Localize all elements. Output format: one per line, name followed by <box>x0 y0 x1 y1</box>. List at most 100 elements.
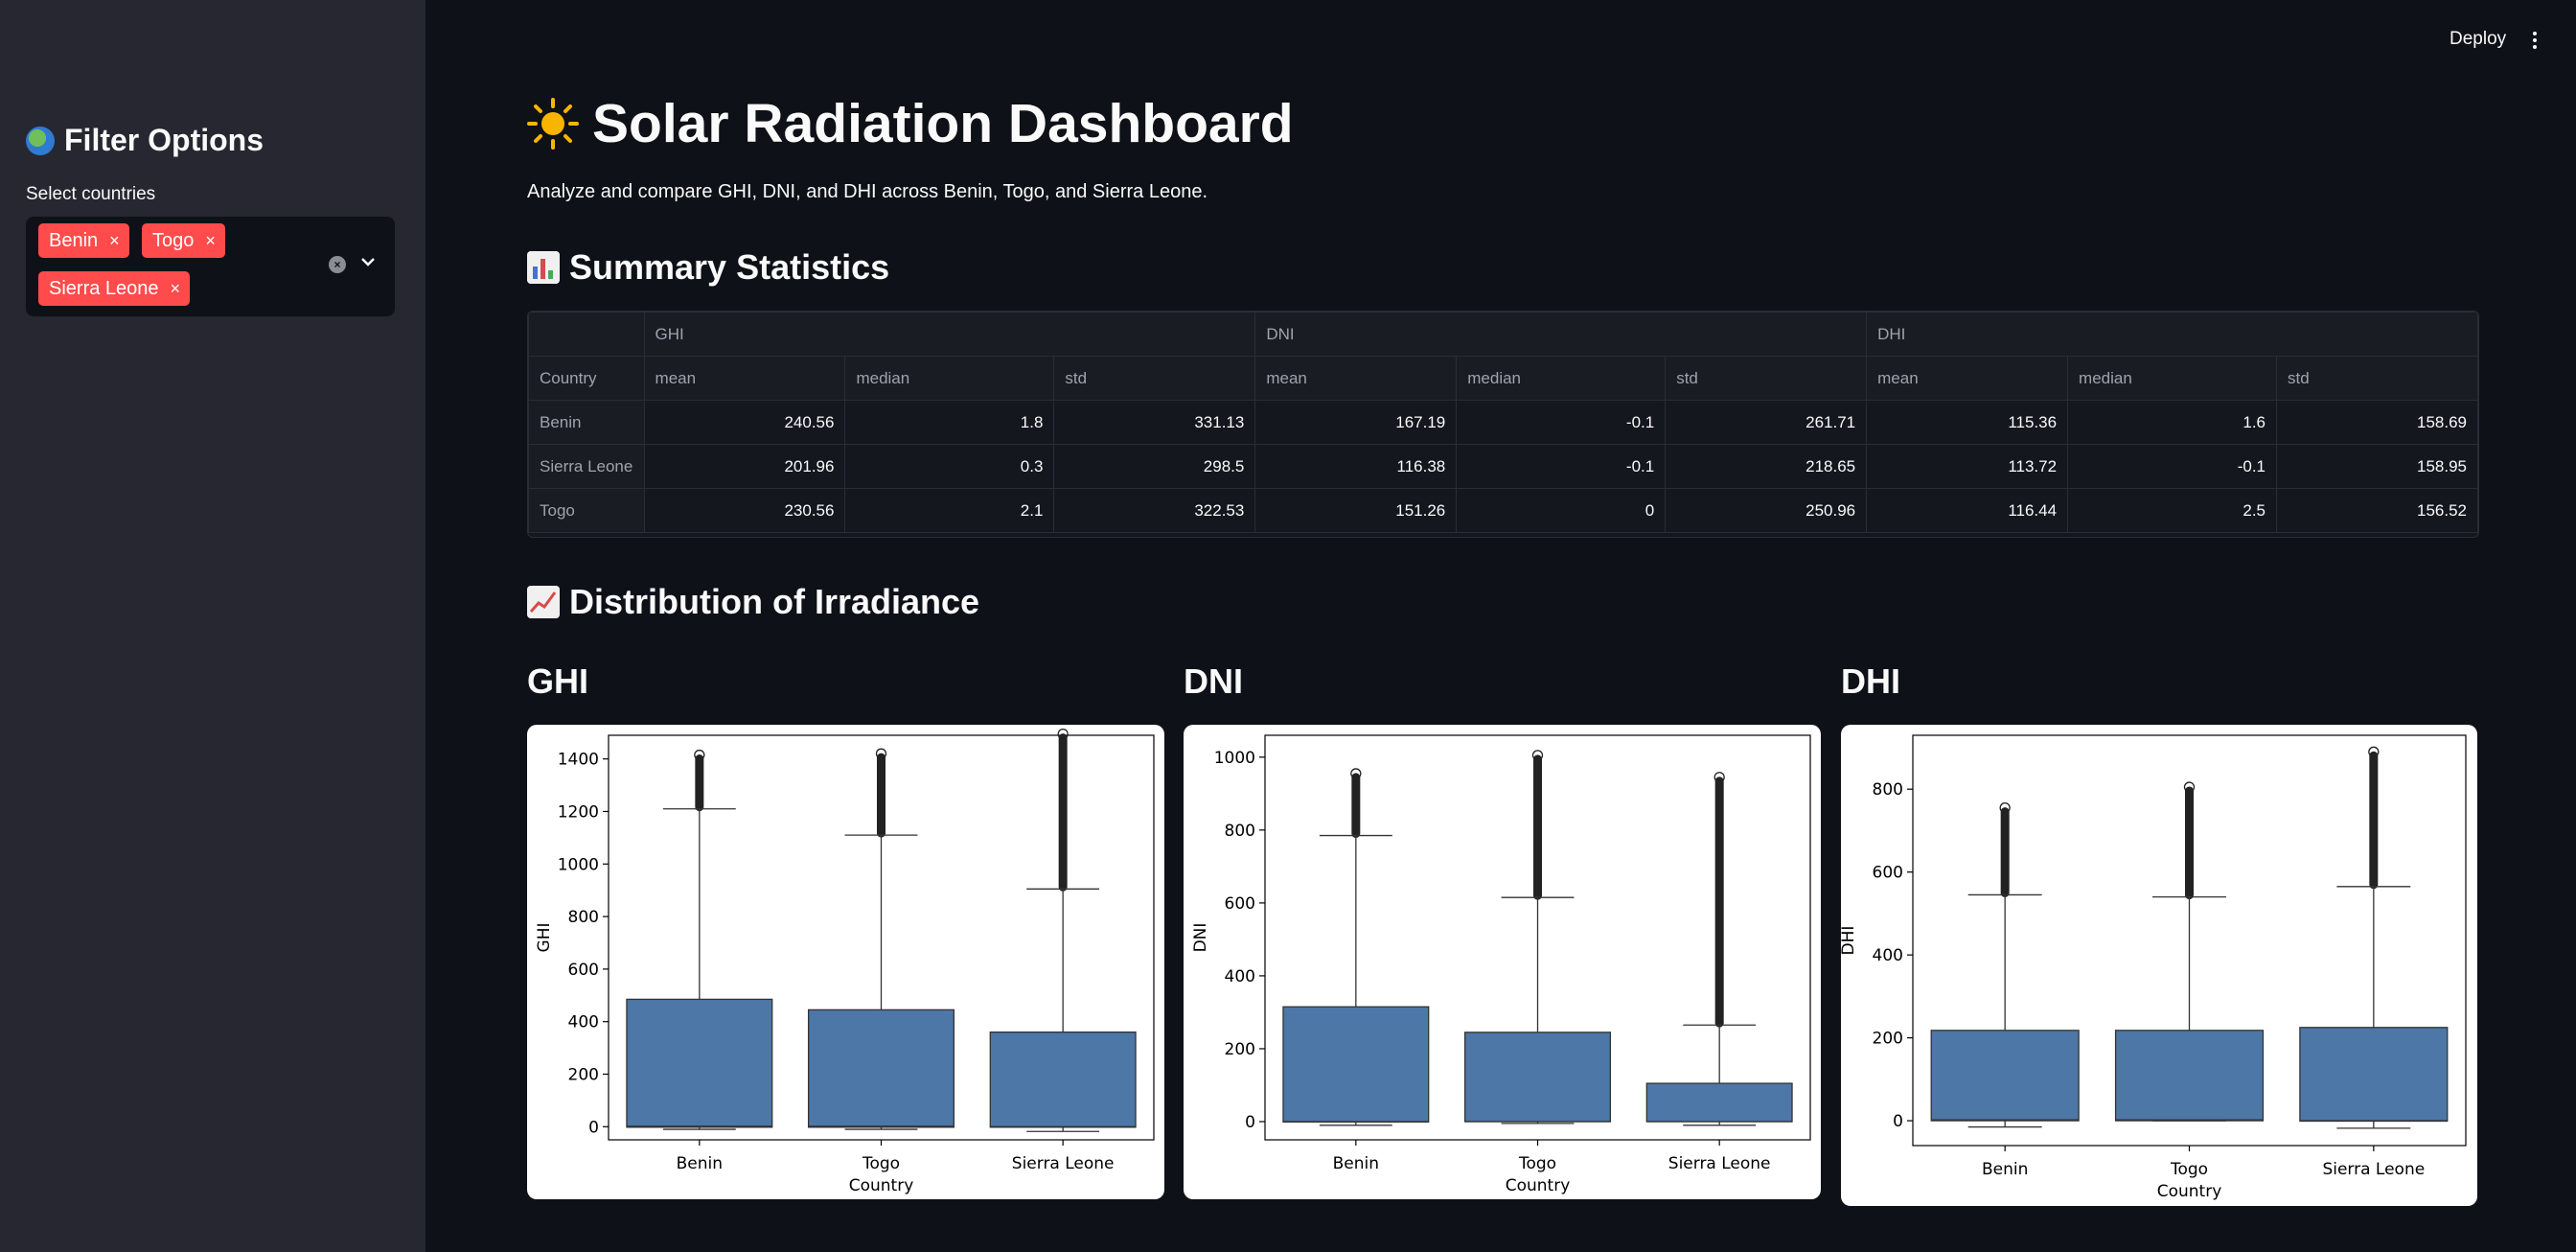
table-cell: 1.8 <box>844 400 1055 445</box>
bar-chart-icon <box>527 251 560 284</box>
deploy-button[interactable]: Deploy <box>2450 29 2507 49</box>
sidebar-title-text: Filter Options <box>64 123 264 157</box>
box <box>1463 1032 1612 1123</box>
y-tick-label: 1000 <box>558 855 599 874</box>
country-multiselect[interactable]: Benin × Togo × Sierra Leone × × <box>26 217 395 316</box>
y-tick-label: 400 <box>1225 967 1255 986</box>
column-header: std <box>1665 356 1868 401</box>
y-tick-label: 0 <box>1245 1113 1255 1132</box>
x-axis-label: Country <box>849 1176 914 1195</box>
column-header: std <box>1053 356 1256 401</box>
tag-label: Togo <box>152 229 195 251</box>
y-tick-label: 200 <box>568 1065 599 1084</box>
table-cell: 158.69 <box>2276 400 2478 445</box>
outlier-point <box>2368 746 2380 757</box>
x-tick-label: Sierra Leone <box>1012 1154 1115 1173</box>
table-cell: 1.6 <box>2067 400 2277 445</box>
table-group-header-row: GHI DNI DHI <box>528 312 2478 357</box>
y-tick-label: 200 <box>1225 1040 1255 1059</box>
outlier-point <box>1057 728 1069 740</box>
table-cell: 201.96 <box>643 444 846 489</box>
y-tick-label: 0 <box>1893 1112 1903 1131</box>
outlier-point <box>875 748 887 759</box>
y-tick-label: 600 <box>1873 864 1903 883</box>
group-header: DHI <box>1866 312 2478 357</box>
sidebar-title: Filter Options <box>26 123 264 158</box>
x-tick-label: Sierra Leone <box>1668 1154 1771 1173</box>
dni-boxplot: 0 200 400 600 800 1000 DNI Country Benin Togo Sier… <box>1191 734 1811 1195</box>
dni-chart-title: DNI <box>1184 661 1243 701</box>
table-cell: 0.3 <box>844 444 1055 489</box>
country-tag-benin: Benin × <box>38 223 129 258</box>
table-row: Togo 230.56 2.1 322.53 151.26 0 250.96 1… <box>528 488 2478 533</box>
y-tick-label: 400 <box>1873 946 1903 965</box>
sidebar: Filter Options Select countries Benin × … <box>0 0 426 1252</box>
outlier-point <box>2183 781 2196 793</box>
table-cell: 116.44 <box>1866 488 2069 533</box>
outlier-point <box>1531 750 1544 761</box>
box <box>626 998 773 1128</box>
dhi-boxplot-card: 0 200 400 600 800 DHI Country Benin Togo Sierra L… <box>1841 725 2477 1206</box>
summary-table[interactable]: GHI DNI DHI Country mean median std mean… <box>527 311 2479 538</box>
ghi-boxplot-card: 0 200 400 600 800 1000 1200 1400 GHI Country Benin… <box>527 725 1164 1199</box>
y-tick-label: 400 <box>568 1013 599 1032</box>
table-cell: 230.56 <box>643 488 846 533</box>
dhi-chart-title: DHI <box>1841 661 1900 701</box>
table-cell: 167.19 <box>1254 400 1458 445</box>
box <box>807 1009 955 1128</box>
x-tick-label: Togo <box>1518 1154 1556 1173</box>
x-tick-label: Togo <box>2170 1160 2208 1179</box>
table-row: Sierra Leone 201.96 0.3 298.5 116.38 -0.… <box>528 444 2478 489</box>
y-axis-label: DNI <box>1191 923 1210 953</box>
y-tick-label: 800 <box>1225 822 1255 841</box>
dni-boxplot-card: 0 200 400 600 800 1000 DNI Country Benin Togo Sier… <box>1184 725 1821 1199</box>
remove-tag-icon[interactable]: × <box>205 230 216 250</box>
group-header: DNI <box>1254 312 1868 357</box>
distribution-heading: Distribution of Irradiance <box>527 582 979 622</box>
table-cell: 2.5 <box>2067 488 2277 533</box>
table-cell: 113.72 <box>1866 444 2069 489</box>
table-cell: 218.65 <box>1665 444 1868 489</box>
table-corner <box>528 312 645 357</box>
column-header: std <box>2276 356 2478 401</box>
x-tick-label: Benin <box>1982 1160 2028 1179</box>
table-cell: 240.56 <box>643 400 846 445</box>
box <box>1282 1006 1430 1124</box>
column-header: median <box>2067 356 2277 401</box>
summary-heading-text: Summary Statistics <box>569 247 890 287</box>
ghi-chart-title: GHI <box>527 661 589 701</box>
box <box>989 1031 1137 1128</box>
table-cell: 322.53 <box>1053 488 1256 533</box>
y-tick-label: 800 <box>1873 780 1903 800</box>
row-header: Sierra Leone <box>528 444 645 489</box>
group-header: GHI <box>643 312 1256 357</box>
country-tag-sierra-leone: Sierra Leone × <box>38 271 191 306</box>
y-axis-label: GHI <box>535 923 554 953</box>
remove-tag-icon[interactable]: × <box>170 278 181 298</box>
table-cell: 116.38 <box>1254 444 1458 489</box>
remove-tag-icon[interactable]: × <box>109 230 120 250</box>
main-menu-icon[interactable] <box>2530 29 2540 52</box>
y-tick-label: 0 <box>588 1118 599 1137</box>
outlier-point <box>1714 772 1725 783</box>
clear-all-icon[interactable]: × <box>329 256 346 273</box>
table-cell: 156.52 <box>2276 488 2478 533</box>
y-tick-label: 200 <box>1873 1030 1903 1049</box>
table-cell: 261.71 <box>1665 400 1868 445</box>
outlier-point <box>1999 802 2011 814</box>
y-tick-label: 1400 <box>558 751 599 770</box>
country-tag-togo: Togo × <box>142 223 225 258</box>
table-cell: 331.13 <box>1053 400 1256 445</box>
box <box>2114 1030 2265 1122</box>
globe-icon <box>26 126 55 155</box>
chevron-down-icon[interactable] <box>357 251 379 272</box>
table-cell: 0 <box>1456 488 1667 533</box>
table-cell: 2.1 <box>844 488 1055 533</box>
x-axis-label: Country <box>1506 1176 1571 1195</box>
dhi-boxplot: 0 200 400 600 800 DHI Country Benin Togo Sierra L… <box>1841 734 2467 1201</box>
tag-label: Sierra Leone <box>49 277 159 299</box>
table-sub-header-row: Country mean median std mean median std … <box>528 356 2478 401</box>
row-header: Benin <box>528 400 645 445</box>
x-tick-label: Sierra Leone <box>2322 1160 2425 1179</box>
select-countries-label: Select countries <box>26 184 156 204</box>
